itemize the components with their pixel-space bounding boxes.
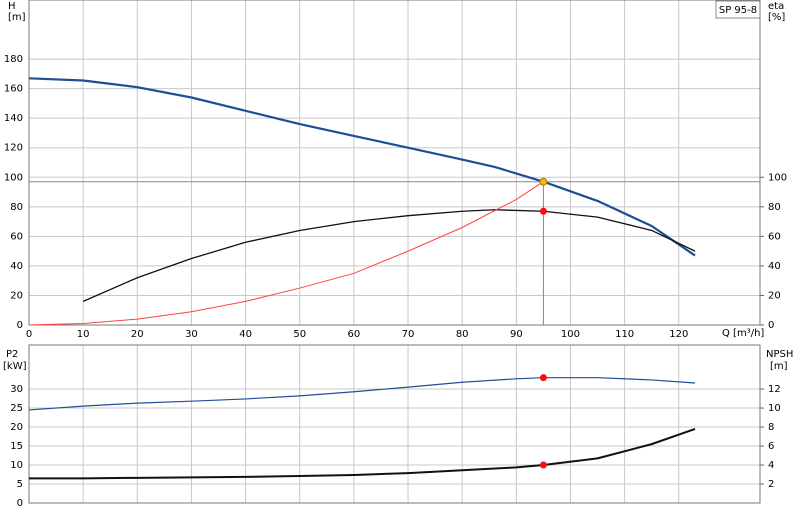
x-tick-label: 90 (510, 329, 523, 340)
y-tick-label: 80 (10, 202, 23, 213)
y2-tick-label: 4 (768, 460, 774, 471)
y2-tick-label: 12 (768, 384, 781, 395)
y2-label: NPSH (766, 349, 793, 360)
y-unit: [kW] (3, 361, 27, 372)
x-tick-label: 110 (615, 329, 634, 340)
x-tick-label: 50 (293, 329, 306, 340)
x-tick-label: 70 (402, 329, 415, 340)
x-tick-label: 60 (348, 329, 361, 340)
y2-tick-label: 10 (768, 403, 781, 414)
y-tick-label: 160 (4, 84, 23, 95)
y-tick-label: 140 (4, 113, 23, 124)
operating-point (539, 177, 548, 186)
plot-frame (28, 344, 761, 504)
series-line (28, 181, 544, 326)
y2-tick-label: 2 (768, 479, 774, 490)
operating-point (539, 207, 547, 215)
y2-tick-label: 20 (768, 290, 781, 301)
y-tick-label: 20 (10, 290, 23, 301)
y-tick-label: 25 (10, 403, 23, 414)
x-tick-label: 120 (669, 329, 688, 340)
y2-tick-label: 60 (768, 231, 781, 242)
series-line (82, 209, 696, 302)
y2-unit: [%] (768, 12, 785, 23)
y-tick-label: 10 (10, 460, 23, 471)
plot-frame (28, 0, 761, 326)
y-label: P2 (6, 349, 18, 360)
model-label: SP 95-8 (719, 5, 757, 16)
y2-tick-label: 8 (768, 422, 774, 433)
series-line (28, 377, 696, 411)
y-tick-label: 100 (4, 172, 23, 183)
x-tick-label: 100 (561, 329, 580, 340)
y-tick-label: 30 (10, 384, 23, 395)
series-line (29, 427, 696, 480)
y2-tick-label: 0 (768, 320, 774, 331)
y-label: H (8, 1, 16, 12)
x-tick-label: 10 (77, 329, 90, 340)
y-tick-label: 0 (17, 320, 23, 331)
operating-point (539, 461, 547, 469)
y-tick-label: 15 (10, 441, 23, 452)
x-tick-label: 30 (185, 329, 198, 340)
y-tick-label: 5 (17, 479, 23, 490)
y-tick-label: 40 (10, 261, 23, 272)
x-tick-label: 0 (26, 329, 32, 340)
y2-tick-label: 6 (768, 441, 774, 452)
x-tick-label: 80 (456, 329, 469, 340)
x-label: Q [m³/h] (722, 328, 764, 339)
operating-point (539, 374, 547, 382)
y2-tick-label: 40 (768, 261, 781, 272)
series-line (28, 77, 696, 257)
x-tick-label: 20 (131, 329, 144, 340)
y2-label: eta (768, 1, 784, 12)
y2-tick-label: 100 (768, 172, 787, 183)
y2-unit: [m] (770, 361, 788, 372)
y2-tick-label: 80 (768, 202, 781, 213)
y-tick-label: 60 (10, 231, 23, 242)
y-tick-label: 20 (10, 422, 23, 433)
x-tick-label: 40 (239, 329, 252, 340)
y-tick-label: 0 (17, 498, 23, 509)
y-unit: [m] (8, 12, 26, 23)
y-tick-label: 180 (4, 54, 23, 65)
y-tick-label: 120 (4, 143, 23, 154)
